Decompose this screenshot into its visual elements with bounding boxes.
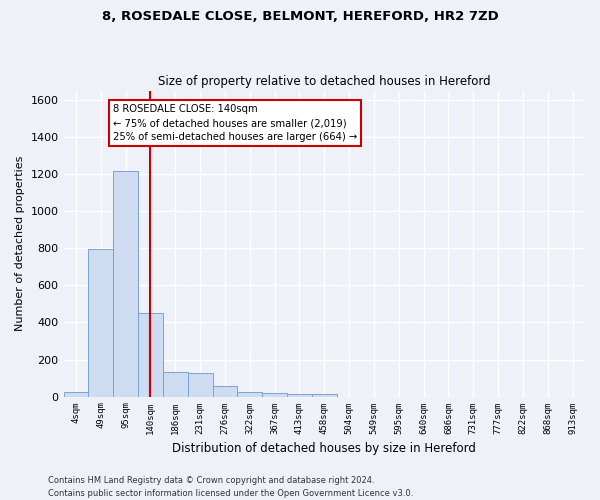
Bar	[287, 394, 312, 396]
Bar	[138, 313, 163, 396]
Y-axis label: Number of detached properties: Number of detached properties	[15, 156, 25, 332]
Bar	[188, 374, 212, 396]
Bar	[312, 394, 337, 396]
Bar	[113, 170, 138, 396]
Bar	[163, 372, 188, 396]
Bar	[88, 250, 113, 396]
Bar	[64, 392, 88, 396]
Bar	[262, 393, 287, 396]
Bar	[212, 386, 238, 396]
Text: 8, ROSEDALE CLOSE, BELMONT, HEREFORD, HR2 7ZD: 8, ROSEDALE CLOSE, BELMONT, HEREFORD, HR…	[101, 10, 499, 23]
Title: Size of property relative to detached houses in Hereford: Size of property relative to detached ho…	[158, 76, 491, 88]
Text: 8 ROSEDALE CLOSE: 140sqm
← 75% of detached houses are smaller (2,019)
25% of sem: 8 ROSEDALE CLOSE: 140sqm ← 75% of detach…	[113, 104, 358, 142]
X-axis label: Distribution of detached houses by size in Hereford: Distribution of detached houses by size …	[172, 442, 476, 455]
Text: Contains HM Land Registry data © Crown copyright and database right 2024.
Contai: Contains HM Land Registry data © Crown c…	[48, 476, 413, 498]
Bar	[238, 392, 262, 396]
